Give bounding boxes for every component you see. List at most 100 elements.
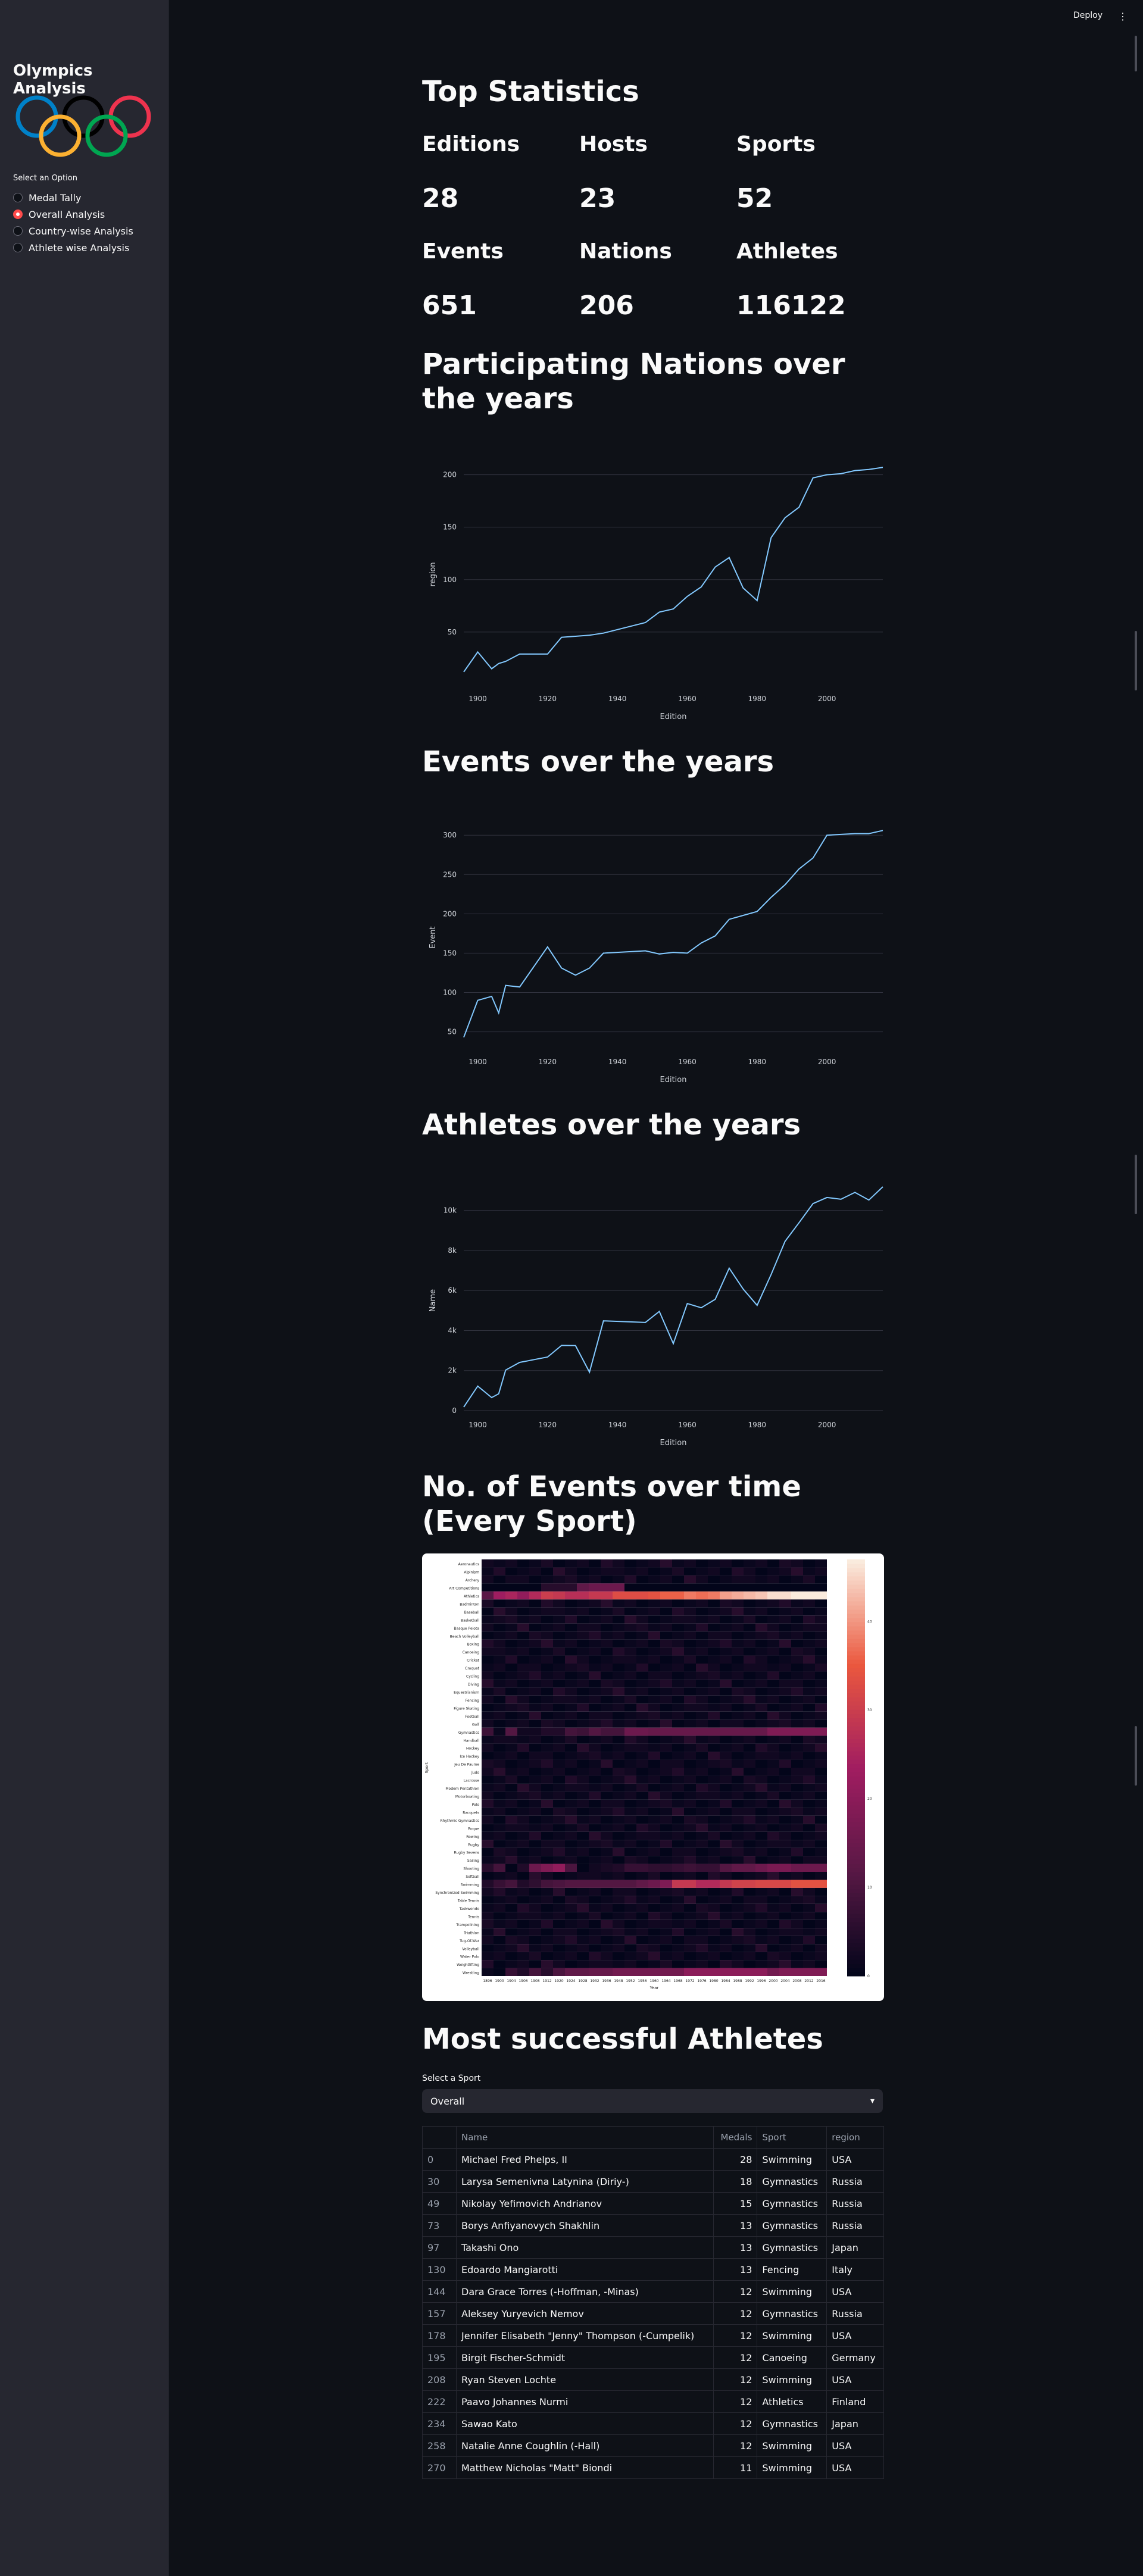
heatmap-cell xyxy=(648,1815,660,1824)
heatmap-cell xyxy=(684,1655,696,1664)
table-row[interactable]: 130 Edoardo Mangiarotti 13 Fencing Italy xyxy=(422,2258,884,2281)
y-tick-label: Weightlifting xyxy=(457,1963,479,1967)
colorbar-segment xyxy=(847,1701,865,1706)
heatmap-cell xyxy=(791,1944,803,1952)
heatmap-cell xyxy=(494,1583,505,1592)
x-axis-label: Edition xyxy=(660,1439,687,1448)
heatmap-cell xyxy=(803,1768,815,1776)
table-row[interactable]: 49 Nikolay Yefimovich Andrianov 15 Gymnasti… xyxy=(422,2192,884,2215)
heatmap-cell xyxy=(601,1952,613,1961)
column-header-medals[interactable]: Medals xyxy=(713,2126,758,2149)
table-row[interactable]: 144 Dara Grace Torres (-Hoffman, -Minas) 1… xyxy=(422,2280,884,2303)
heatmap-cell xyxy=(767,1591,779,1600)
heatmap-cell xyxy=(624,1759,636,1768)
heatmap-cell xyxy=(732,1752,744,1760)
radio-overall-analysis[interactable]: Overall Analysis xyxy=(13,207,105,221)
heatmap-cell xyxy=(529,1711,541,1720)
athletes-table[interactable]: Name Medals Sport region 0 Michael Fred P… xyxy=(422,2126,884,2479)
heatmap-cell xyxy=(696,1783,708,1792)
y-tick-label: Softball xyxy=(466,1875,479,1879)
main-menu-icon[interactable]: ⋮ xyxy=(1118,11,1128,22)
heatmap-cell xyxy=(613,1703,624,1712)
heatmap-cell xyxy=(601,1647,613,1656)
heatmap-cell xyxy=(589,1759,601,1768)
heatmap-cell xyxy=(720,1872,732,1880)
table-row[interactable]: 178 Jennifer Elisabeth "Jenny" Thompson (… xyxy=(422,2324,884,2347)
x-tick-label: 1928 xyxy=(578,1979,587,1983)
heatmap-cell xyxy=(815,1887,827,1896)
heatmap-cell xyxy=(708,1727,720,1736)
radio-circle[interactable] xyxy=(13,226,23,236)
heatmap-cell xyxy=(648,1928,660,1936)
athlete-region: Russia xyxy=(826,2214,884,2237)
heatmap-cell xyxy=(708,1903,720,1912)
heatmap-cell xyxy=(601,1792,613,1800)
heatmap-cell xyxy=(494,1695,505,1704)
metric-label: Sports xyxy=(736,132,816,157)
heatmap-cell xyxy=(779,1920,791,1928)
colorbar-segment xyxy=(847,1709,865,1714)
radio-circle-selected[interactable] xyxy=(13,210,23,219)
heatmap-cell xyxy=(696,1743,708,1752)
heatmap-cell xyxy=(803,1720,815,1728)
heatmap-cell xyxy=(732,1824,744,1832)
column-header-sport[interactable]: Sport xyxy=(757,2126,827,2149)
heatmap-cell xyxy=(672,1575,684,1584)
table-row[interactable]: 97 Takashi Ono 13 Gymnastics Japan xyxy=(422,2236,884,2259)
heatmap-cell xyxy=(613,1615,624,1624)
heatmap-cell xyxy=(708,1711,720,1720)
heatmap-cell xyxy=(744,1920,755,1928)
column-header-name[interactable]: Name xyxy=(456,2126,714,2149)
heatmap-cell xyxy=(577,1599,589,1608)
table-row[interactable]: 258 Natalie Anne Coughlin (-Hall) 12 Swimmi… xyxy=(422,2434,884,2457)
heatmap-cell xyxy=(803,1896,815,1904)
sport-select[interactable]: Overall ▾ xyxy=(422,2089,883,2113)
heatmap-cell xyxy=(529,1583,541,1592)
column-header-index[interactable] xyxy=(422,2126,457,2149)
heatmap-cell xyxy=(708,1920,720,1928)
deploy-button[interactable]: Deploy xyxy=(1073,11,1103,20)
heatmap-cell xyxy=(779,1607,791,1616)
table-row[interactable]: 73 Borys Anfiyanovych Shakhlin 13 Gymnastic… xyxy=(422,2214,884,2237)
chevron-down-icon[interactable]: ▾ xyxy=(870,2096,875,2106)
column-header-region[interactable]: region xyxy=(826,2126,884,2149)
radio-medal-tally[interactable]: Medal Tally xyxy=(13,190,81,205)
heatmap-cell xyxy=(791,1864,803,1872)
table-row[interactable]: 222 Paavo Johannes Nurmi 12 Athletics Finlan… xyxy=(422,2390,884,2413)
heatmap-cell xyxy=(684,1944,696,1952)
radio-athlete-wise-analysis[interactable]: Athlete wise Analysis xyxy=(13,240,129,255)
table-row[interactable]: 0 Michael Fred Phelps, II 28 Swimming USA xyxy=(422,2148,884,2171)
heatmap-cell xyxy=(613,1952,624,1961)
heatmap-cell xyxy=(720,1896,732,1904)
colorbar-segment xyxy=(847,1868,865,1872)
heatmap-cell xyxy=(791,1960,803,1968)
table-row[interactable]: 30 Larysa Semenivna Latynina (Diriy-) 18 Gy… xyxy=(422,2170,884,2193)
heatmap-cell xyxy=(624,1727,636,1736)
heatmap-cell xyxy=(755,1952,767,1961)
heatmap-cell xyxy=(672,1759,684,1768)
table-row[interactable]: 208 Ryan Steven Lochte 12 Swimming USA xyxy=(422,2368,884,2391)
heatmap-cell xyxy=(720,1920,732,1928)
table-row[interactable]: 195 Birgit Fischer-Schmidt 12 Canoeing Germa… xyxy=(422,2346,884,2369)
radio-circle[interactable] xyxy=(13,243,23,252)
colorbar-segment xyxy=(847,1909,865,1914)
table-row[interactable]: 234 Sawao Kato 12 Gymnastics Japan xyxy=(422,2412,884,2435)
heatmap-cell xyxy=(553,1960,565,1968)
heatmap-cell xyxy=(648,1768,660,1776)
radio-circle[interactable] xyxy=(13,193,23,202)
athlete-region: Russia xyxy=(826,2302,884,2325)
heatmap-cell xyxy=(589,1607,601,1616)
table-row[interactable]: 157 Aleksey Yuryevich Nemov 12 Gymnastics Ru… xyxy=(422,2302,884,2325)
heatmap-cell xyxy=(803,1752,815,1760)
table-row[interactable]: 270 Matthew Nicholas "Matt" Biondi 11 Swimm… xyxy=(422,2456,884,2479)
heatmap-cell xyxy=(505,1792,517,1800)
heatmap-cell xyxy=(482,1831,494,1840)
scrollbar[interactable] xyxy=(1134,36,1138,2536)
heatmap-cell xyxy=(720,1711,732,1720)
radio-country-wise-analysis[interactable]: Country-wise Analysis xyxy=(13,224,133,238)
heatmap-cell xyxy=(803,1655,815,1664)
colorbar-segment xyxy=(847,1764,865,1768)
